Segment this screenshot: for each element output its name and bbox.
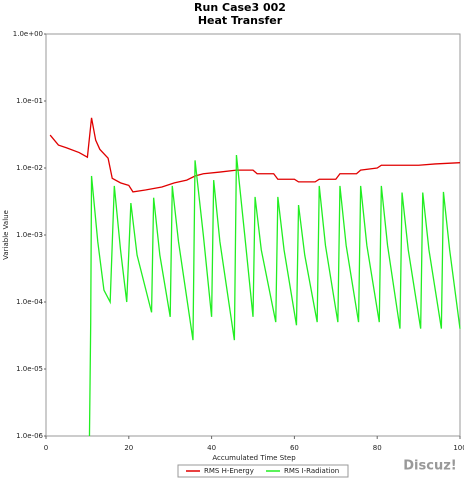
y-tick-label: 1.0e-06	[16, 432, 43, 440]
y-tick-label: 1.0e-04	[16, 298, 43, 306]
x-axis-label: Accumulated Time Step	[212, 454, 296, 462]
x-tick-label: 20	[124, 444, 133, 452]
legend-box	[177, 464, 349, 478]
series-line	[88, 154, 461, 437]
y-tick-label: 1.0e-02	[16, 164, 43, 172]
x-tick-label: 80	[373, 444, 382, 452]
chart-subtitle: Heat Transfer	[198, 14, 283, 27]
y-axis-label: Variable Value	[2, 210, 10, 260]
x-tick-label: 60	[290, 444, 299, 452]
legend-label: RMS I-Radiation	[284, 467, 339, 475]
x-tick-label: 0	[44, 444, 48, 452]
legend-label: RMS H-Energy	[204, 467, 254, 475]
x-tick-label: 40	[207, 444, 216, 452]
y-tick-label: 1.0e+00	[13, 30, 43, 38]
y-tick-label: 1.0e-05	[16, 365, 43, 373]
series-line	[49, 117, 461, 193]
watermark: Discuz!	[403, 459, 456, 474]
chart-title: Run Case3 002	[194, 1, 286, 14]
y-tick-label: 1.0e-01	[16, 97, 43, 105]
x-tick-label: 100	[453, 444, 464, 452]
y-tick-label: 1.0e-03	[16, 231, 43, 239]
